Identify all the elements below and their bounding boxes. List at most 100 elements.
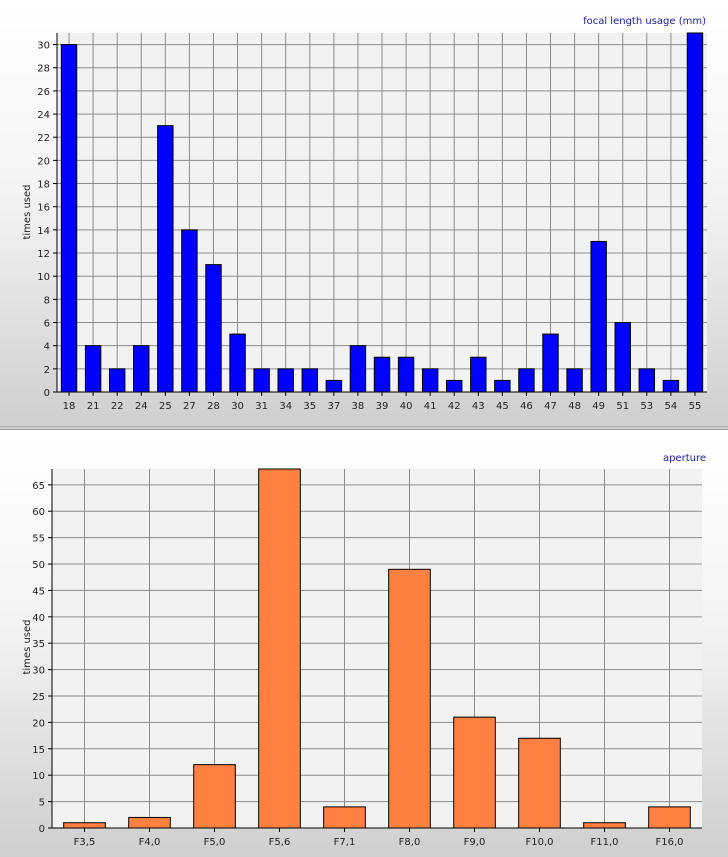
x-tick-label: F5,0 — [204, 837, 226, 848]
x-tick-label: 43 — [472, 401, 485, 412]
y-axis-title: times used — [22, 619, 33, 674]
x-tick-label: 41 — [424, 401, 437, 412]
bar — [518, 368, 535, 393]
y-tick-label: 0 — [39, 824, 45, 835]
x-tick-label: 49 — [592, 401, 605, 412]
bar — [590, 240, 607, 393]
y-tick-label: 30 — [37, 41, 50, 52]
focal-length-chart: focal length usage (mm) times used 02468… — [22, 16, 707, 412]
x-tick-label: 54 — [665, 401, 678, 412]
y-tick-label: 50 — [32, 560, 45, 571]
x-tick-label: 21 — [87, 401, 100, 412]
bar — [84, 345, 102, 393]
x-tick-label: 39 — [376, 401, 389, 412]
bar — [349, 345, 367, 393]
x-tick-label: F10,0 — [525, 837, 553, 848]
x-tick-label: F11,0 — [590, 837, 618, 848]
y-tick-label: 26 — [37, 87, 50, 98]
y-tick-label: 20 — [37, 156, 50, 167]
bar — [373, 356, 391, 393]
y-tick-label: 5 — [39, 798, 45, 809]
y-tick-label: 18 — [37, 180, 50, 191]
x-tick-label: 34 — [279, 401, 292, 412]
x-tick-label: 35 — [303, 401, 316, 412]
bar — [614, 322, 631, 393]
y-tick-label: 15 — [32, 745, 45, 756]
bar — [686, 32, 704, 393]
bar — [258, 468, 301, 829]
chart-title: focal length usage (mm) — [583, 16, 706, 27]
bar — [325, 379, 343, 393]
x-tick-label: 40 — [400, 401, 413, 412]
x-tick-label: 48 — [568, 401, 581, 412]
y-tick-label: 4 — [44, 342, 50, 353]
bar — [638, 368, 656, 393]
x-tick-label: 53 — [640, 401, 653, 412]
x-tick-label: 51 — [616, 401, 629, 412]
x-tick-label: F3,5 — [74, 837, 96, 848]
bar — [542, 333, 559, 393]
x-tick-label: 28 — [207, 401, 220, 412]
plot-area — [52, 469, 702, 828]
bar — [157, 125, 174, 393]
bar — [205, 264, 222, 393]
bar — [453, 716, 496, 829]
bar — [181, 229, 198, 393]
bar — [229, 333, 246, 393]
y-axis-title: times used — [22, 184, 33, 239]
y-tick-label: 6 — [44, 319, 50, 330]
y-tick-label: 25 — [32, 692, 45, 703]
y-tick-label: 55 — [32, 534, 45, 545]
x-tick-label: 42 — [448, 401, 461, 412]
y-tick-label: 8 — [44, 295, 50, 306]
bar — [662, 379, 680, 393]
x-tick-label: 55 — [689, 401, 702, 412]
y-tick-label: 60 — [32, 507, 45, 518]
bar — [388, 568, 431, 829]
x-tick-label: 22 — [111, 401, 124, 412]
y-tick-label: 12 — [37, 249, 50, 260]
bar — [518, 737, 561, 829]
bar — [133, 345, 150, 393]
x-tick-label: F9,0 — [464, 837, 486, 848]
bar — [60, 44, 78, 393]
y-tick-label: 45 — [32, 586, 45, 597]
x-tick-label: 24 — [135, 401, 148, 412]
y-tick-label: 40 — [32, 613, 45, 624]
bar — [446, 379, 463, 393]
y-tick-label: 35 — [32, 639, 45, 650]
bar — [108, 368, 126, 393]
y-tick-label: 14 — [37, 226, 50, 237]
x-tick-label: 27 — [183, 401, 196, 412]
bar — [277, 368, 294, 393]
chart-title: aperture — [663, 453, 706, 464]
x-tick-label: F7,1 — [334, 837, 356, 848]
bar — [253, 368, 270, 393]
bar — [397, 356, 415, 393]
y-tick-label: 22 — [37, 133, 50, 144]
bar — [63, 822, 106, 829]
x-tick-label: 46 — [520, 401, 533, 412]
y-tick-label: 2 — [44, 365, 50, 376]
x-tick-label: F16,0 — [655, 837, 683, 848]
bar — [323, 806, 366, 829]
y-tick-label: 20 — [32, 718, 45, 729]
aperture-chart-panel: aperture times used 0 5 10 15 20 25 30 35 40 45 50… — [0, 430, 728, 857]
x-tick-label: F8,0 — [399, 837, 421, 848]
x-tick-label: 38 — [352, 401, 365, 412]
x-tick-label: 37 — [327, 401, 340, 412]
bar — [301, 368, 318, 393]
y-tick-label: 65 — [32, 481, 45, 492]
y-tick-label: 0 — [44, 388, 50, 399]
x-tick-label: 31 — [255, 401, 268, 412]
y-tick-label: 16 — [37, 203, 50, 214]
bar — [421, 368, 439, 393]
bar — [583, 822, 626, 829]
y-tick-label: 10 — [32, 771, 45, 782]
bar — [494, 379, 511, 393]
bar — [648, 806, 691, 829]
bar — [470, 356, 487, 393]
y-tick-label: 28 — [37, 64, 50, 75]
x-tick-label: 45 — [496, 401, 509, 412]
